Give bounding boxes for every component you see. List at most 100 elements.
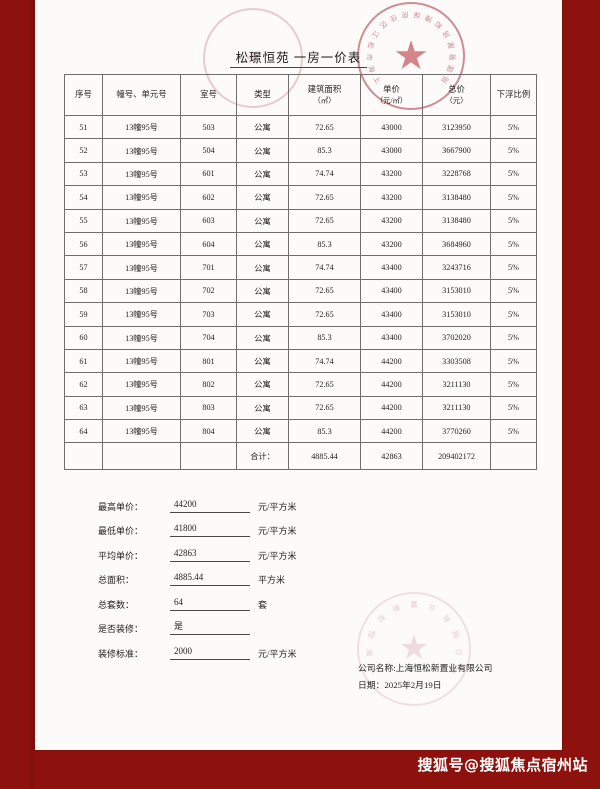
- row-room: 601: [180, 161, 237, 187]
- row-discount: 5%: [490, 114, 537, 140]
- row-area: 72.65: [288, 208, 361, 233]
- price-table-wrapper: 序号 幢号、单元号 室号 类型 建筑面积 （㎡） 单价 （元/㎡） 总价 （元） 下浮比例 51 13…: [64, 74, 537, 471]
- summary-label: 最高单价：: [98, 501, 144, 512]
- row-total-price: 3667900: [422, 138, 491, 163]
- row-type: 公寓: [236, 138, 289, 163]
- summary-row: 装修标准： 2000 元/平方米: [98, 635, 398, 660]
- table-header-cell-0: 序号: [64, 74, 103, 116]
- summary-value: 44200: [170, 499, 250, 513]
- row-discount: 5%: [490, 138, 537, 163]
- row-type: 公寓: [236, 231, 289, 257]
- row-type: 公寓: [236, 114, 289, 140]
- row-building: 13幢95号: [102, 114, 181, 140]
- row-building: 13幢95号: [102, 395, 181, 421]
- table-total-row: 合计： 4885.44 42863 209402172: [64, 442, 537, 471]
- row-area: 74.74: [288, 348, 361, 374]
- row-discount: 5%: [490, 255, 537, 280]
- row-total-price: 3303508: [422, 348, 491, 374]
- row-discount: 5%: [490, 419, 537, 444]
- row-total-price: 3211130: [422, 372, 491, 397]
- summary-row: 总套数： 64 套: [98, 586, 398, 611]
- summary-label: 总面积：: [98, 575, 135, 585]
- summary-unit: 平方米: [258, 575, 286, 585]
- row-no: 64: [64, 419, 103, 444]
- row-no: 52: [64, 138, 103, 163]
- row-room: 802: [180, 372, 237, 397]
- table-header-sub: （㎡）: [313, 95, 336, 105]
- table-header-main: 总价: [448, 85, 465, 95]
- summary-value: 41800: [170, 523, 250, 537]
- row-total-price: 3123950: [422, 114, 491, 140]
- table-row: 52 13幢95号 504 公寓 85.3 43000 3667900 5%: [64, 138, 537, 163]
- table-header-main: 单价: [383, 85, 400, 95]
- row-no: 57: [64, 255, 103, 280]
- row-discount: 5%: [490, 278, 537, 304]
- seal-ring-char: 住: [388, 12, 399, 24]
- row-no: 61: [64, 348, 103, 374]
- row-discount: 5%: [490, 325, 537, 350]
- row-building: 13幢95号: [102, 419, 181, 444]
- row-type: 公寓: [236, 419, 289, 444]
- table-header-cell-1: 幢号、单元号: [102, 74, 181, 116]
- row-total-price: 3770260: [422, 419, 491, 444]
- row-discount: 5%: [490, 231, 537, 257]
- row-type: 公寓: [236, 325, 289, 350]
- row-area: 85.3: [288, 138, 361, 163]
- seal-ring-char: 区: [377, 19, 389, 30]
- table-row: 51 13幢95号 503 公寓 72.65 43000 3123950 5%: [64, 114, 537, 140]
- row-discount: 5%: [490, 372, 537, 397]
- row-building: 13幢95号: [102, 208, 181, 233]
- row-no: 60: [64, 325, 103, 350]
- row-unit-price: 43400: [360, 325, 423, 350]
- row-no: 62: [64, 372, 103, 397]
- total-total-price: 209402172: [422, 442, 491, 471]
- total-blank-3: [180, 442, 237, 471]
- table-header-cell-2: 室号: [180, 74, 237, 116]
- table-row: 64 13幢95号 804 公寓 85.3 44200 3770260 5%: [64, 419, 537, 444]
- summary-label: 是否装修：: [98, 624, 144, 634]
- row-total-price: 3228768: [422, 161, 491, 187]
- row-total-price: 3153010: [422, 302, 491, 327]
- row-unit-price: 43000: [360, 138, 423, 163]
- summary-value: 2000: [170, 646, 250, 660]
- table-row: 61 13幢95号 801 公寓 74.74 44200 3303508 5%: [64, 348, 537, 374]
- row-total-price: 3138480: [422, 185, 491, 210]
- summary-label: 最低单价：: [98, 526, 144, 536]
- summary-unit: 元/平方米: [258, 501, 297, 512]
- row-room: 803: [180, 395, 237, 421]
- frame-stripe-left: [30, 0, 34, 789]
- row-room: 504: [180, 138, 237, 163]
- row-room: 604: [180, 231, 237, 257]
- row-building: 13幢95号: [102, 348, 181, 374]
- row-area: 85.3: [288, 419, 361, 444]
- seal-ring-char: 业: [426, 602, 438, 614]
- row-building: 13幢95号: [102, 372, 181, 397]
- seal-ring-char: 保: [413, 9, 422, 19]
- row-total-price: 3243716: [422, 255, 491, 280]
- price-table-body: 51 13幢95号 503 公寓 72.65 43000 3123950 5% 52 13幢95号…: [64, 114, 537, 444]
- table-header-main: 建筑面积: [307, 85, 342, 95]
- row-type: 公寓: [236, 372, 289, 397]
- table-header-main: 室号: [200, 89, 217, 99]
- price-table: 序号 幢号、单元号 室号 类型 建筑面积 （㎡） 单价 （元/㎡） 总价 （元） 下浮比例 51 13…: [64, 74, 537, 471]
- summary-value: 4885.44: [170, 572, 250, 586]
- row-building: 13幢95号: [102, 325, 181, 350]
- table-row: 54 13幢95号 602 公寓 72.65 43200 3138480 5%: [64, 185, 537, 210]
- table-row: 56 13幢95号 604 公寓 85.3 43200 3684960 5%: [64, 231, 537, 257]
- row-area: 72.65: [288, 302, 361, 327]
- row-total-price: 3138480: [422, 208, 491, 233]
- row-room: 603: [180, 208, 237, 233]
- table-header-main: 幢号、单元号: [116, 89, 167, 99]
- row-discount: 5%: [490, 208, 537, 233]
- summary-row: 是否装修： 是: [98, 611, 398, 635]
- row-type: 公寓: [236, 255, 289, 280]
- row-unit-price: 44200: [360, 372, 423, 397]
- row-building: 13幢95号: [102, 161, 181, 187]
- summary-value: 42863: [170, 548, 250, 562]
- page-title-text: 松璟恒苑 一房一价表: [229, 47, 368, 68]
- table-header-sub: （元/㎡）: [375, 95, 408, 105]
- summary-unit: 套: [258, 599, 268, 610]
- row-total-price: 3211130: [422, 395, 491, 421]
- table-row: 59 13幢95号 703 公寓 72.65 43400 3153010 5%: [64, 302, 537, 327]
- row-unit-price: 43200: [360, 208, 423, 233]
